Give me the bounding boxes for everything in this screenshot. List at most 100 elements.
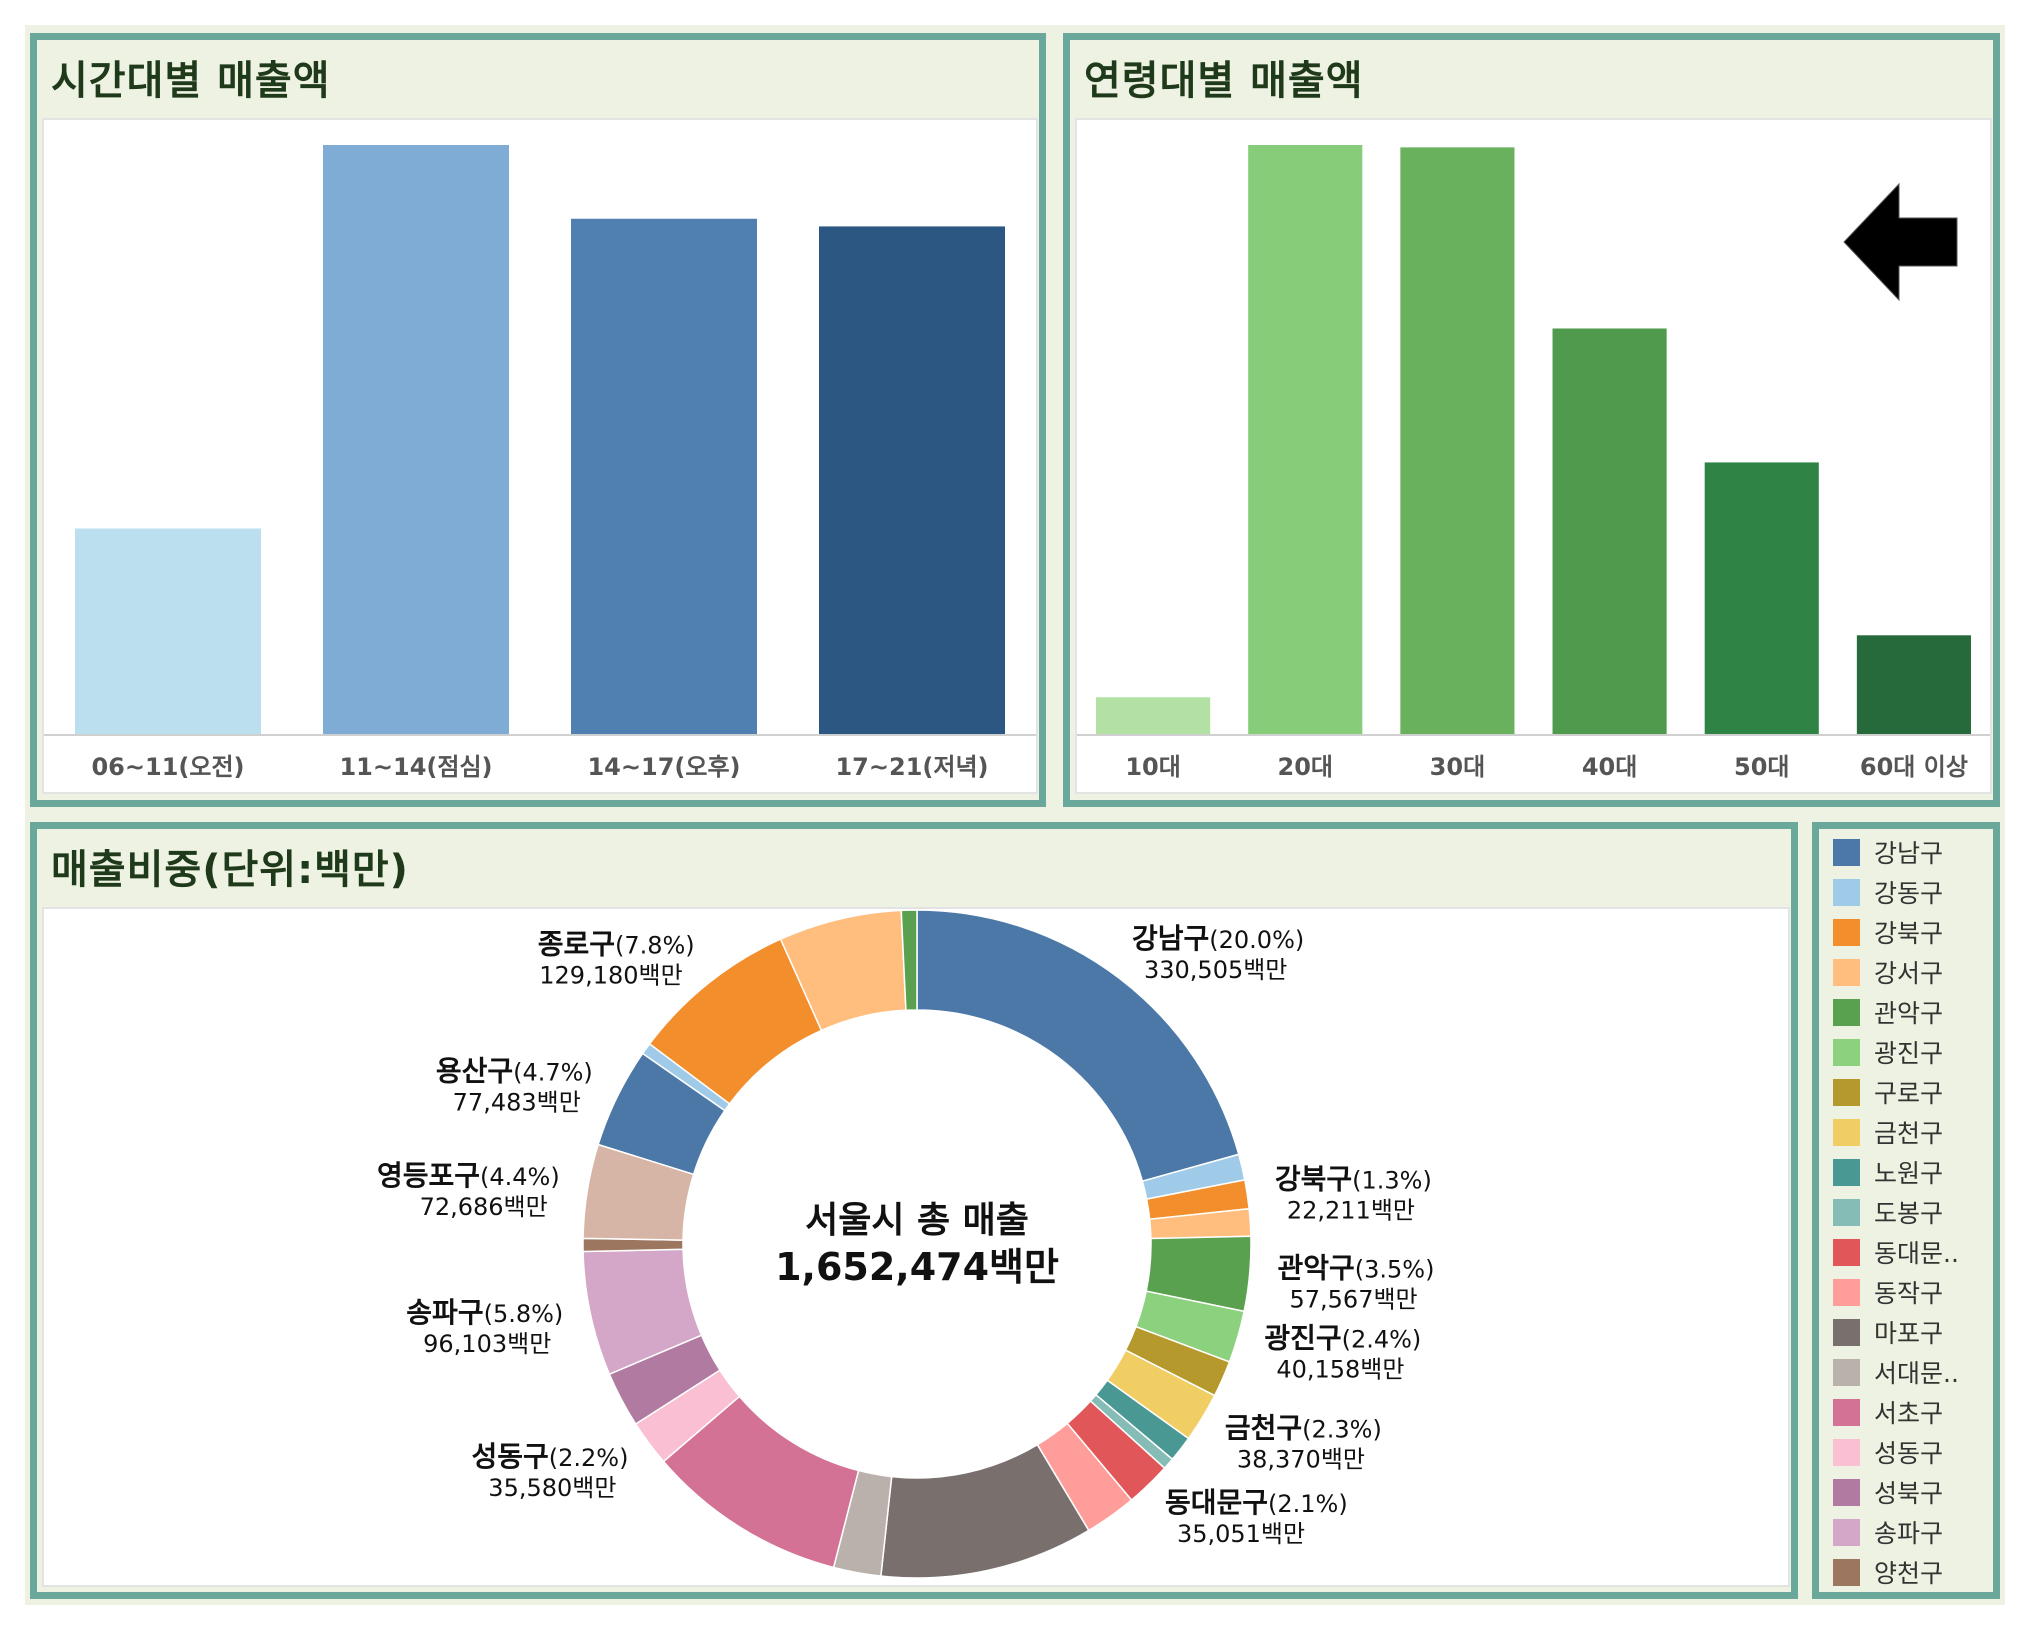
legend-swatch [1833, 878, 1860, 906]
bar-1[interactable] [1248, 145, 1363, 735]
bar-3[interactable] [819, 226, 1005, 736]
svg-text:용산구(4.7%): 용산구(4.7%) [436, 1055, 593, 1088]
legend-item[interactable]: 광진구 [1833, 1035, 1943, 1069]
legend-item[interactable]: 동대문.. [1833, 1235, 1959, 1269]
bar-0[interactable] [75, 528, 261, 736]
legend-item[interactable]: 도봉구 [1833, 1195, 1943, 1229]
legend-swatch [1833, 998, 1860, 1026]
slice-0[interactable] [916, 909, 1240, 1183]
legend-item[interactable]: 강북구 [1833, 915, 1943, 949]
bar-5[interactable] [1856, 635, 1971, 735]
legend-label: 강서구 [1874, 959, 1944, 988]
slice-label-name: 서대문구 [677, 1584, 780, 1585]
legend-label: 성북구 [1874, 1479, 1944, 1508]
svg-text:동대문구(2.1%): 동대문구(2.1%) [1165, 1486, 1348, 1519]
legend-item[interactable]: 동작구 [1833, 1275, 1943, 1309]
legend-swatch [1833, 1198, 1860, 1226]
legend-label: 서초구 [1874, 1399, 1944, 1428]
legend-label: 성동구 [1874, 1439, 1944, 1468]
svg-text:강남구(20.0%): 강남구(20.0%) [1132, 922, 1304, 955]
slice-label-pct: (2.2%) [549, 1444, 629, 1472]
legend-item[interactable]: 강동구 [1833, 875, 1943, 909]
legend-label: 광진구 [1874, 1039, 1944, 1068]
legend-swatch [1833, 1278, 1860, 1306]
legend-swatch [1833, 1358, 1860, 1386]
donut-center-total: 1,652,474백만 [775, 1245, 1059, 1289]
legend-item[interactable]: 서초구 [1833, 1395, 1943, 1429]
legend-swatch [1833, 1078, 1860, 1106]
legend-swatch [1833, 1398, 1860, 1426]
time-sales-chart: 06~11(오전) 11~14(점심) 14~17(오후) 17~21(저녁) [44, 145, 1036, 781]
legend-label: 동작구 [1874, 1279, 1944, 1308]
slice-label: 강남구(20.0%)330,505백만 [1132, 922, 1304, 984]
svg-text:서대문구(2.2%): 서대문구(2.2%) [677, 1584, 860, 1585]
legend-label: 동대문.. [1874, 1239, 1959, 1268]
legend-item[interactable]: 구로구 [1833, 1075, 1943, 1109]
slice-label-name: 관악구 [1277, 1251, 1354, 1284]
bar-3[interactable] [1552, 328, 1667, 735]
bar-2[interactable] [1400, 147, 1515, 736]
x-tick-label: 06~11(오전) [91, 753, 244, 781]
legend-swatch [1833, 1438, 1860, 1466]
slice-label-name: 용산구 [436, 1055, 513, 1088]
legend-label: 마포구 [1874, 1319, 1944, 1348]
slice-label-pct: (2.1%) [1268, 1490, 1348, 1518]
slice-label-pct: (2.3%) [1302, 1415, 1382, 1443]
legend-swatch [1833, 1118, 1860, 1146]
time-sales-title: 시간대별 매출액 [51, 58, 331, 104]
legend-label: 도봉구 [1874, 1199, 1944, 1228]
age-sales-title: 연령대별 매출액 [1084, 58, 1364, 104]
slice-label-name: 금천구 [1225, 1411, 1302, 1444]
time-sales-plot: 06~11(오전) 11~14(점심) 14~17(오후) 17~21(저녁) [42, 118, 1038, 794]
slice-label: 동대문구(2.1%)35,051백만 [1165, 1486, 1348, 1548]
slice-label: 성동구(2.2%)35,580백만 [471, 1440, 628, 1502]
age-sales-panel: 연령대별 매출액 10대 20대 30대 40대 50대 60대 이상 [1063, 33, 2000, 807]
legend-item[interactable]: 강남구 [1833, 835, 1943, 869]
legend-item[interactable]: 송파구 [1833, 1515, 1943, 1549]
svg-text:강북구(1.3%): 강북구(1.3%) [1275, 1163, 1432, 1196]
svg-text:관악구(3.5%): 관악구(3.5%) [1277, 1251, 1434, 1284]
x-tick-label: 60대 이상 [1860, 753, 1968, 781]
slice-label: 서대문구(2.2%)36,636백만 [677, 1584, 860, 1628]
share-title: 매출비중(단위:백만) [51, 847, 409, 893]
slice-label: 영등포구(4.4%)72,686백만 [377, 1159, 560, 1221]
legend-item[interactable]: 금천구 [1833, 1115, 1943, 1149]
slice-label-value: 40,158백만 [1276, 1355, 1404, 1383]
svg-text:종로구(7.8%): 종로구(7.8%) [538, 927, 695, 960]
legend-swatch [1833, 1158, 1860, 1186]
legend-swatch [1833, 1318, 1860, 1346]
slice-label-value: 22,211백만 [1287, 1197, 1415, 1225]
slice-label: 광진구(2.4%)40,158백만 [1264, 1321, 1421, 1383]
svg-text:금천구(2.3%): 금천구(2.3%) [1225, 1411, 1382, 1444]
slice-label: 종로구(7.8%)129,180백만 [538, 927, 695, 989]
slice-label-value: 72,686백만 [420, 1193, 548, 1221]
slice-label-name: 종로구 [538, 927, 615, 960]
legend-item[interactable]: 노원구 [1833, 1155, 1943, 1189]
legend-item[interactable]: 양천구 [1833, 1555, 1943, 1589]
legend-label: 양천구 [1874, 1559, 1944, 1588]
legend-item[interactable]: 강서구 [1833, 955, 1943, 989]
legend-swatch [1833, 958, 1860, 986]
slice-label-name: 강남구 [1132, 922, 1209, 955]
bar-2[interactable] [571, 218, 757, 735]
legend-item[interactable]: 관악구 [1833, 995, 1943, 1029]
slice-label-value: 330,505백만 [1144, 956, 1287, 984]
legend-item[interactable]: 성동구 [1833, 1435, 1943, 1469]
slice-24[interactable] [900, 909, 918, 1012]
legend-item[interactable]: 서대문.. [1833, 1355, 1959, 1389]
legend-swatch [1833, 1478, 1860, 1506]
bar-4[interactable] [1704, 462, 1819, 735]
slice-label-pct: (1.3%) [1352, 1167, 1432, 1195]
share-donut-chart: 서울시 총 매출1,652,474백만 강남구(20.0%)330,505백만강북… [377, 846, 1435, 1628]
slice-label-name: 강북구 [1275, 1163, 1352, 1196]
slice-label-value: 57,567백만 [1289, 1285, 1417, 1313]
legend-swatch [1833, 1038, 1860, 1066]
svg-text:영등포구(4.4%): 영등포구(4.4%) [377, 1159, 560, 1192]
bar-0[interactable] [1096, 697, 1211, 735]
legend-item[interactable]: 마포구 [1833, 1315, 1943, 1349]
legend-swatch [1833, 1518, 1860, 1546]
legend-item[interactable]: 성북구 [1833, 1475, 1943, 1509]
legend-label: 구로구 [1874, 1079, 1944, 1108]
donut-center-title: 서울시 총 매출 [805, 1200, 1029, 1241]
bar-1[interactable] [323, 145, 509, 735]
